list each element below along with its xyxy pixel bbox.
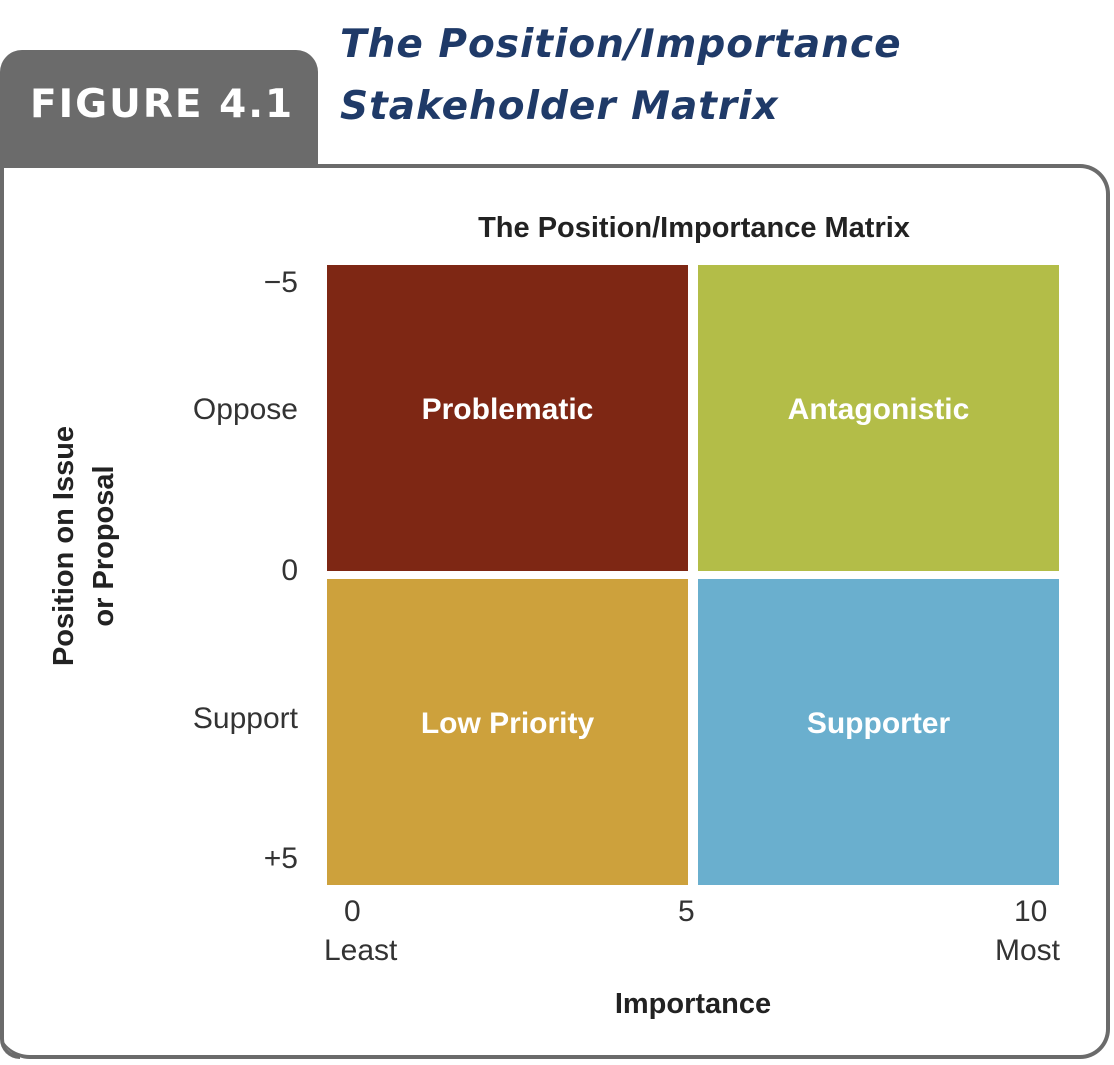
figure-title: The Position/Importance Stakeholder Matr… [340,14,902,138]
quadrant-low-priority: Low Priority [327,579,688,885]
quadrant-antagonistic-label: Antagonistic [787,393,970,426]
figure-label-tab [0,50,318,180]
y-tick-oppose: Oppose [192,393,298,426]
figure-title-line-1: The Position/Importance [340,22,902,67]
quadrant-problematic: Problematic [327,265,688,571]
figure-title-line-2: Stakeholder Matrix [340,84,779,129]
quadrant-supporter-label: Supporter [806,707,951,740]
x-tick-0-label: Least [324,934,398,967]
y-tick-minus-5: −5 [263,266,298,299]
y-tick-plus-5: +5 [263,842,298,875]
y-axis-label-line-2: or Proposal [88,465,120,627]
y-tick-zero: 0 [281,554,298,587]
figure-frame-left-edge [0,164,20,1059]
x-tick-10: 10 [1014,895,1048,928]
quadrant-low-priority-label: Low Priority [420,707,595,740]
quadrant-problematic-label: Problematic [421,393,594,426]
x-axis-label: Importance [614,988,772,1020]
y-axis-label-line-1: Position on Issue [48,425,80,667]
x-tick-0: 0 [344,895,361,928]
quadrant-antagonistic: Antagonistic [698,265,1059,571]
chart-title: The Position/Importance Matrix [478,212,910,244]
figure-label: FIGURE 4.1 [30,82,295,127]
quadrant-supporter: Supporter [698,579,1059,885]
x-tick-10-label: Most [995,934,1061,967]
y-tick-support: Support [192,702,298,735]
x-tick-5: 5 [678,895,695,928]
